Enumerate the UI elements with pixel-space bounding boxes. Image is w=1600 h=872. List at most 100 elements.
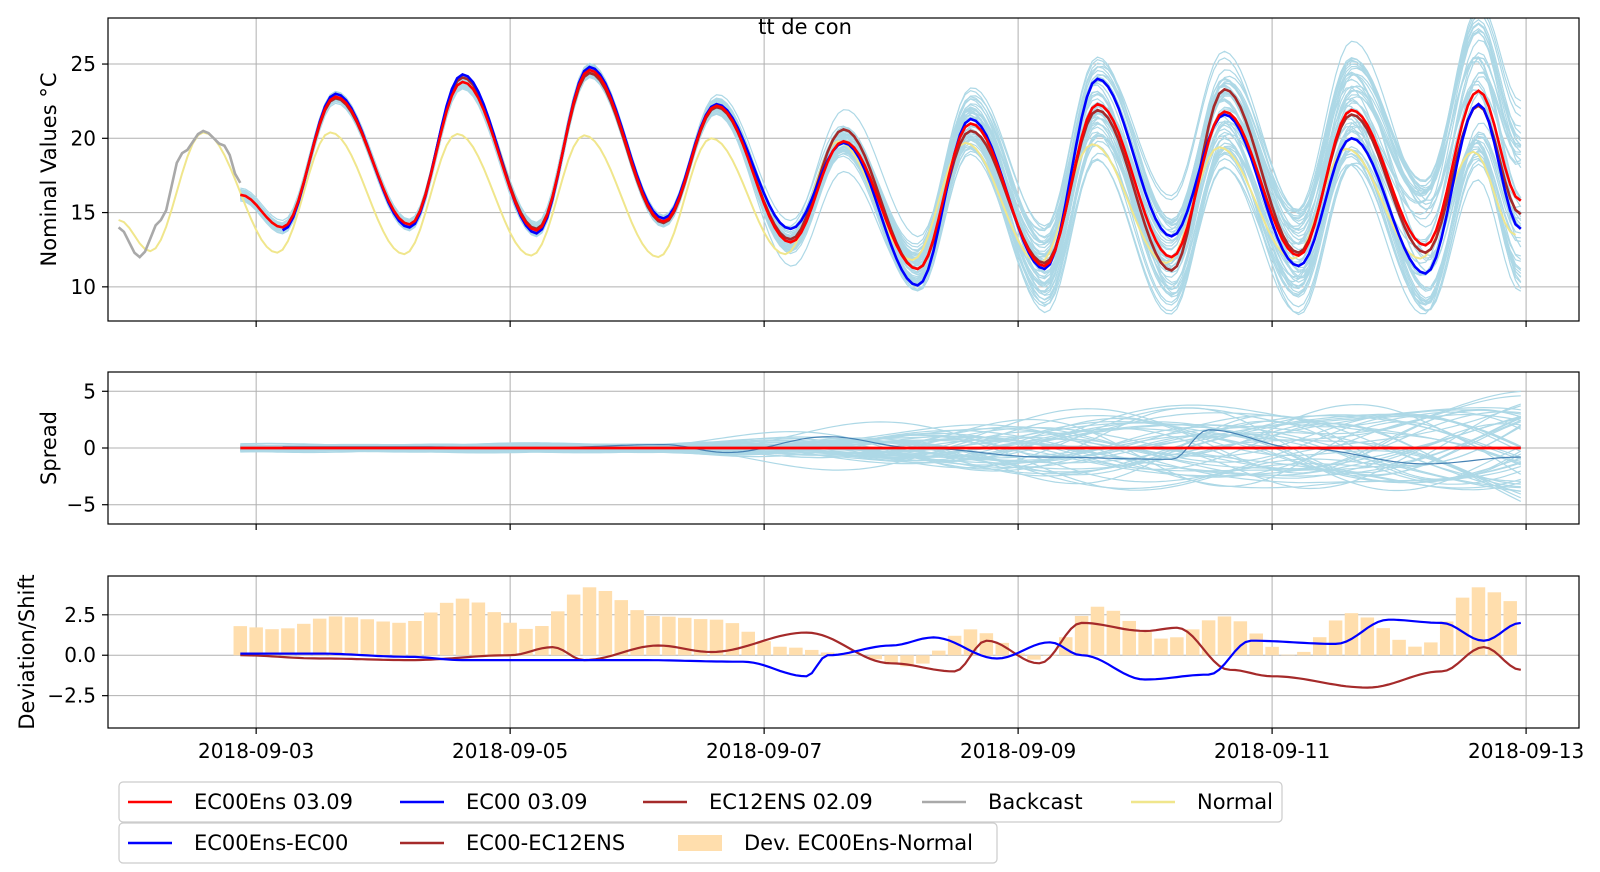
spread-panel: −5 0 5 Spread [37,371,1580,530]
y-tick-label: −2.5 [47,684,96,708]
deviation-bar [630,610,644,656]
deviation-panel: −2.5 0.0 2.5 2018-09-03 2018-09-05 2018-09-07… [15,574,1584,763]
deviation-bar [1344,613,1359,656]
deviation-bar [1106,610,1121,656]
deviation-bar [1249,633,1263,656]
y-tick-label: 20 [71,126,96,150]
deviation-bar [741,631,756,656]
legend-swatch [678,835,722,851]
deviation-bar [487,612,502,656]
deviation-bar [1090,606,1105,656]
spread-member-line [240,417,1522,472]
deviation-bar [566,594,581,656]
spread-member-line [240,423,1521,490]
deviation-bar [1328,620,1343,656]
deviation-bar [1471,587,1486,656]
deviation-bar [884,655,898,664]
deviation-bar [678,617,692,656]
deviation-bar [1392,639,1406,656]
y-axis-label: Deviation/Shift [15,574,39,729]
deviation-bar [1233,621,1248,656]
spread-member-line [240,408,1522,502]
deviation-bar [424,612,438,656]
deviation-bar [360,619,375,656]
legend-label: EC12ENS 02.09 [709,790,873,814]
figure-title: tt de con [758,15,852,39]
deviation-bar [1439,621,1454,656]
deviation-bar [344,617,359,656]
deviation-bar [900,655,914,667]
y-tick-label: 15 [71,201,96,225]
deviation-bar [503,622,517,656]
deviation-bar [1201,620,1216,656]
legend-label: EC00 03.09 [466,790,587,814]
y-tick-label: 5 [83,379,96,403]
x-tick-label: 2018-09-11 [1214,739,1330,763]
deviation-bar [1281,654,1295,656]
deviation-bar [662,616,676,656]
deviation-bar [455,598,470,656]
deviation-bar [598,590,613,656]
deviation-bar [519,628,533,656]
legend-label: EC00Ens-EC00 [194,831,348,855]
x-tick-label: 2018-09-09 [960,739,1076,763]
deviation-bar [297,623,311,656]
deviation-bar [916,655,930,664]
nominal-values-panel: 10 15 20 25 Nominal Values °C [37,17,1580,327]
deviation-bar [789,647,803,656]
deviation-bar [439,602,454,656]
spread-member-line [240,403,1521,474]
deviation-bar [1487,592,1502,656]
series-line-ec00-03-09 [281,65,1522,287]
deviation-bar [1154,638,1168,656]
deviation-bar [1043,655,1057,656]
series-line-backcast [117,129,242,259]
deviation-bar [1408,646,1422,656]
y-tick-label: 10 [71,275,96,299]
deviation-bar [1376,628,1390,656]
deviation-bar [1122,620,1136,656]
x-tick-label: 2018-09-05 [452,739,568,763]
deviation-bar [725,623,740,656]
series-line-ec00ens-03-09 [240,68,1522,271]
deviation-bar [805,649,819,656]
deviation-bar [1027,655,1041,660]
x-tick-label: 2018-09-03 [198,739,314,763]
deviation-bar [1360,617,1375,656]
deviation-bar [376,621,390,656]
legend-label: EC00Ens 03.09 [194,790,353,814]
deviation-bar [233,626,248,656]
legend-label: Normal [1197,790,1273,814]
deviation-bar [1138,632,1152,656]
deviation-bar [646,616,660,656]
spread-member-line [240,415,1522,499]
legend-box [118,781,1283,823]
y-tick-label: 2.5 [64,603,96,627]
axes-frame [107,371,1580,525]
legend-label: Backcast [988,790,1083,814]
deviation-bar [773,646,787,656]
series-line-ec00-ec12ens [240,621,1522,689]
deviation-bar [582,587,597,656]
deviation-bar [1265,646,1279,656]
deviation-bar [1185,629,1200,656]
x-tick-label: 2018-09-07 [706,739,822,763]
deviation-bar [1503,601,1517,656]
deviation-bar [820,652,835,656]
deviation-bar [249,627,263,656]
deviation-bar [535,626,549,656]
deviation-bar [312,618,327,656]
deviation-bar [757,641,771,656]
deviation-bar [709,619,724,656]
deviation-bar [1074,615,1089,656]
legends: EC00Ens 03.09 EC00 03.09 EC12ENS 02.09 Back… [118,781,1283,864]
deviation-bar [265,629,279,656]
deviation-bar [471,602,486,656]
deviation-bar [693,619,708,656]
axes-frame [107,575,1580,729]
y-tick-label: 0 [83,436,96,460]
series-line-ec00ens-ec00 [240,618,1521,681]
deviation-bar [1455,597,1470,656]
y-axis-label: Nominal Values °C [37,73,61,267]
